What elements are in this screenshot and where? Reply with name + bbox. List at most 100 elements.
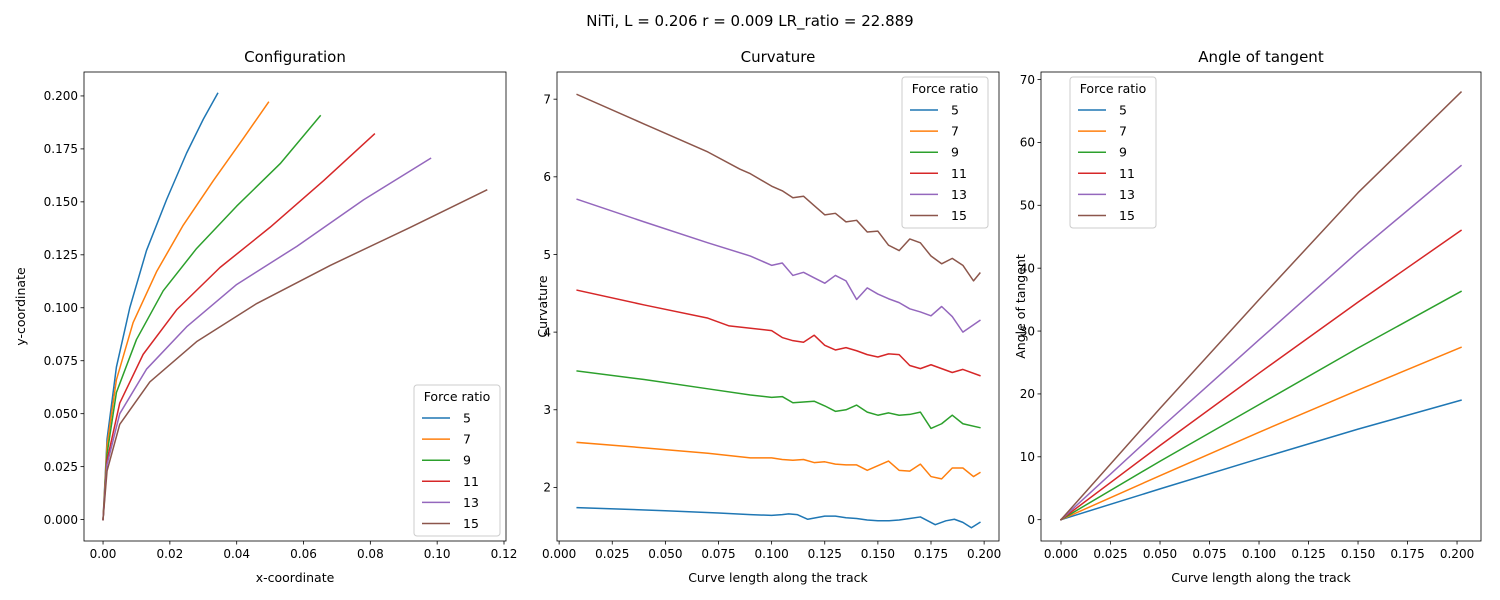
series-line-9: [576, 370, 981, 430]
legend-title: Force ratio: [424, 389, 491, 404]
legend-label-5: 5: [463, 411, 471, 426]
figure-suptitle: NiTi, L = 0.206 r = 0.009 LR_ratio = 22.…: [586, 12, 913, 31]
legend-label-15: 15: [1119, 208, 1135, 223]
y-tick-label: 40: [1020, 261, 1035, 275]
series-line-15: [576, 93, 981, 282]
series-line-9: [1059, 290, 1463, 521]
y-tick-label: 70: [1020, 73, 1035, 87]
x-axis-label: x-coordinate: [256, 570, 335, 585]
y-tick-label: 20: [1020, 387, 1035, 401]
x-tick-label: 0.025: [595, 547, 629, 561]
y-axis-label: y-coordinate: [13, 267, 28, 346]
legend-box: [901, 76, 989, 229]
legend-label-11: 11: [463, 474, 479, 489]
x-tick-label: 0.025: [1093, 547, 1127, 561]
chart-panel-2: 0.000 0.025 0.050 0.075 0.100 0.125 0.150 0.175…: [535, 48, 1001, 585]
legend-label-9: 9: [951, 145, 959, 160]
legend-label-13: 13: [1119, 187, 1135, 202]
x-tick-label: 0.125: [808, 547, 842, 561]
x-tick-label: 0.075: [1192, 547, 1226, 561]
legend-label-13: 13: [951, 187, 967, 202]
x-tick-label: 0.150: [861, 547, 895, 561]
y-tick-label: 0.100: [44, 301, 78, 315]
series-line-15: [1059, 91, 1463, 521]
series-line-7: [102, 101, 270, 521]
y-tick-label: 0.200: [44, 89, 78, 103]
x-tick-label: 0.175: [1390, 547, 1424, 561]
y-tick-label: 0.125: [44, 248, 78, 262]
axes-frame: [556, 71, 1000, 542]
legend-label-5: 5: [951, 103, 959, 118]
y-tick-label: 60: [1020, 136, 1035, 150]
legend-title: Force ratio: [1080, 81, 1147, 96]
x-tick-label: 0.02: [157, 547, 184, 561]
x-axis-label: Curve length along the track: [1171, 570, 1351, 585]
legend-label-11: 11: [951, 166, 967, 181]
x-tick-label: 0.000: [1044, 547, 1078, 561]
legend-label-13: 13: [463, 495, 479, 510]
x-tick-label: 0.08: [357, 547, 384, 561]
series-line-5: [102, 92, 219, 521]
series-line-5: [1060, 399, 1462, 521]
y-tick-label: 30: [1020, 324, 1035, 338]
x-tick-label: 0.125: [1291, 547, 1325, 561]
axes-frame: [1040, 71, 1482, 542]
x-axis-label: Curve length along the track: [688, 570, 868, 585]
legend-box: [413, 384, 501, 537]
legend-title: Force ratio: [912, 81, 979, 96]
y-tick-label: 7: [543, 92, 551, 106]
x-tick-label: 0.06: [290, 547, 317, 561]
x-tick-label: 0.200: [1440, 547, 1474, 561]
y-axis-label: Curvature: [535, 275, 550, 338]
y-tick-label: 0.150: [44, 195, 78, 209]
y-tick-label: 2: [543, 481, 551, 495]
series-line-7: [1060, 346, 1462, 521]
series-line-11: [102, 133, 376, 521]
legend-label-7: 7: [951, 124, 959, 139]
x-tick-label: 0.050: [1143, 547, 1177, 561]
legend: Force ratio 5 7 9 11 13 15: [1069, 76, 1157, 229]
x-tick-label: 0.100: [1242, 547, 1276, 561]
legend-label-7: 7: [463, 432, 471, 447]
y-tick-label: 5: [543, 248, 551, 262]
legend: Force ratio 5 7 9 11 13 15: [413, 384, 501, 537]
y-tick-label: 10: [1020, 450, 1035, 464]
x-tick-label: 0.175: [914, 547, 948, 561]
x-tick-label: 0.100: [754, 547, 788, 561]
x-tick-label: 0.050: [648, 547, 682, 561]
series-line-13: [1059, 164, 1463, 521]
y-tick-label: 6: [543, 170, 551, 184]
series-line-9: [102, 114, 322, 521]
y-axis-label: Angle of tangent: [1013, 254, 1028, 359]
y-tick-label: 3: [543, 403, 551, 417]
legend-label-9: 9: [1119, 145, 1127, 160]
legend-label-5: 5: [1119, 103, 1127, 118]
series-line-7: [576, 441, 981, 480]
series-line-11: [576, 289, 981, 377]
y-tick-label: 4: [543, 325, 551, 339]
y-tick-label: 0.050: [44, 407, 78, 421]
x-tick-label: 0.00: [90, 547, 117, 561]
chart-title: Configuration: [244, 48, 346, 66]
x-tick-label: 0.075: [701, 547, 735, 561]
axes-frame: [83, 71, 507, 542]
x-tick-label: 0.04: [223, 547, 250, 561]
legend-label-15: 15: [463, 516, 479, 531]
series-line-5: [576, 506, 981, 529]
legend-label-7: 7: [1119, 124, 1127, 139]
series-line-13: [102, 157, 432, 521]
chart-title: Curvature: [741, 48, 816, 66]
x-tick-label: 0.200: [967, 547, 1001, 561]
x-tick-label: 0.10: [424, 547, 451, 561]
chart-panel-3: 0.000 0.025 0.050 0.075 0.100 0.125 0.150 0.175…: [1013, 48, 1482, 585]
y-tick-label: 0.000: [44, 513, 78, 527]
chart-title: Angle of tangent: [1198, 48, 1324, 66]
legend-box: [1069, 76, 1157, 229]
chart-panel-1: 0.00 0.02 0.04 0.06 0.08 0.10 0.12 0.000 0.025 0.…: [13, 48, 517, 585]
y-tick-label: 0.025: [44, 460, 78, 474]
series-line-15: [102, 188, 488, 521]
series-line-13: [576, 198, 981, 333]
x-tick-label: 0.000: [542, 547, 576, 561]
legend-label-9: 9: [463, 453, 471, 468]
